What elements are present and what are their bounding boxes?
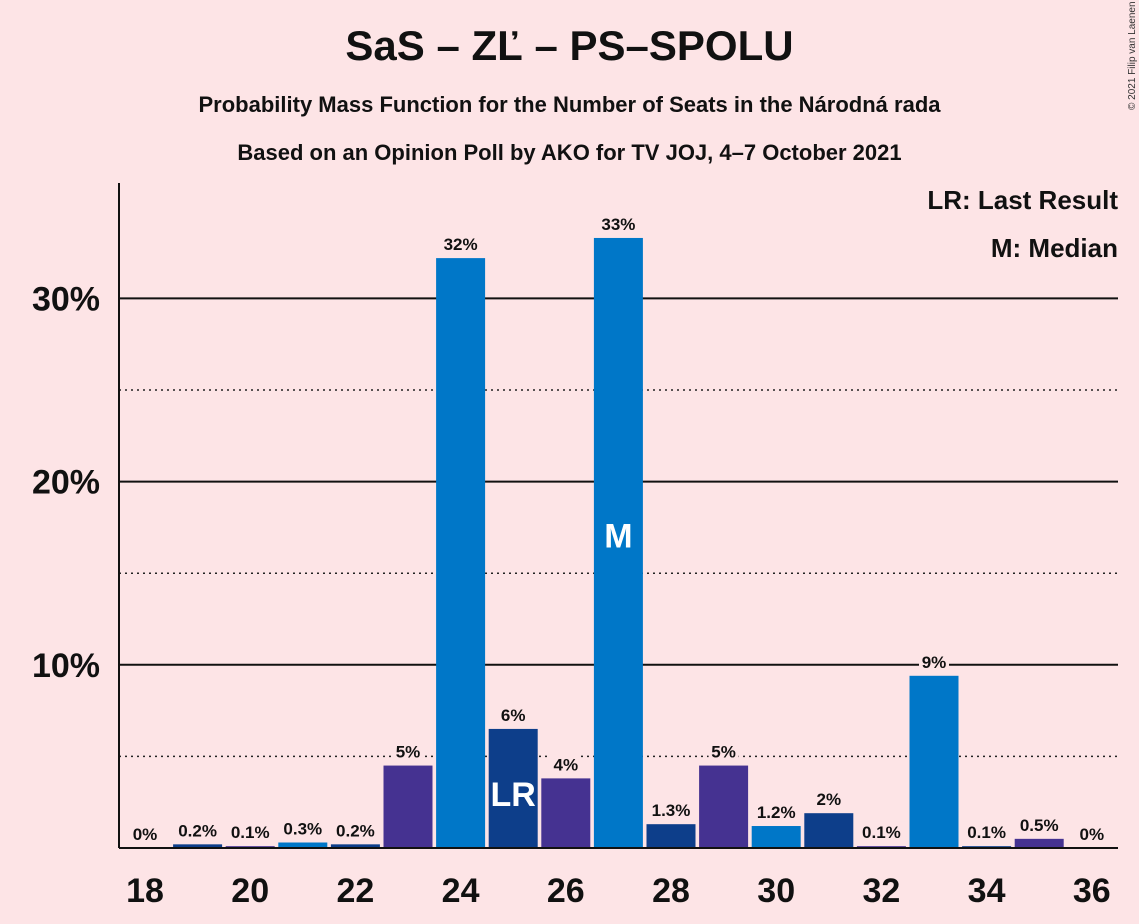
- data-label-background: [277, 817, 328, 840]
- data-label: 2%: [817, 790, 842, 809]
- bar-seat-33: [909, 675, 959, 848]
- legend-median: M: Median: [991, 233, 1118, 263]
- y-tick-label: 20%: [32, 464, 100, 502]
- data-label-background: [172, 819, 223, 842]
- data-label: 0.1%: [967, 823, 1006, 842]
- bar-seat-22: [330, 844, 380, 848]
- x-tick-label: 20: [231, 872, 269, 910]
- chart-title: SaS – ZĽ – PS–SPOLU: [345, 22, 794, 69]
- chart-source-subtitle: Based on an Opinion Poll by AKO for TV J…: [237, 140, 902, 165]
- data-label: 0%: [1080, 825, 1105, 844]
- data-label: 9%: [922, 653, 947, 672]
- data-label-background: [751, 801, 802, 824]
- bar-seat-19: [173, 844, 223, 848]
- x-tick-label: 18: [126, 872, 164, 910]
- data-label-background: [1076, 823, 1107, 845]
- data-label-background: [498, 703, 529, 726]
- data-label-background: [598, 212, 639, 235]
- bar-seat-28: [646, 824, 696, 848]
- x-tick-label: 28: [652, 872, 690, 910]
- x-tick-label: 26: [547, 872, 585, 910]
- legend-last-result: LR: Last Result: [927, 185, 1118, 215]
- data-label: 0.3%: [283, 820, 322, 839]
- data-label: 0%: [133, 825, 158, 844]
- bar-seat-21: [278, 842, 328, 848]
- data-label: 5%: [396, 743, 421, 762]
- chart-subtitle: Probability Mass Function for the Number…: [198, 92, 941, 117]
- bar-seat-31: [804, 813, 854, 848]
- data-label: 6%: [501, 706, 526, 725]
- data-label-background: [393, 740, 423, 763]
- bar-seat-27: [593, 237, 643, 848]
- data-label: 0.1%: [231, 823, 270, 842]
- data-label: 1.2%: [757, 803, 796, 822]
- y-tick-label: 30%: [32, 280, 100, 318]
- bar-seat-30: [751, 826, 801, 848]
- x-tick-label: 34: [968, 872, 1006, 910]
- data-label: 0.5%: [1020, 816, 1059, 835]
- data-label-background: [919, 650, 949, 673]
- bar-seat-29: [699, 765, 749, 848]
- bar-seat-35: [1014, 838, 1064, 848]
- data-label: 0.1%: [862, 823, 901, 842]
- last-result-marker: LR: [491, 776, 536, 814]
- data-label: 0.2%: [178, 821, 217, 840]
- axes: 10% 20% 30% 18 20 22 24 26 28 30 32 34 36: [32, 183, 1118, 910]
- data-label-background: [440, 233, 481, 256]
- data-label: 32%: [444, 235, 478, 254]
- data-label: 5%: [711, 743, 736, 762]
- data-label: 4%: [554, 755, 579, 774]
- data-labels: 0% 0.2% 0.1% 0.3% 0.2% 5% 32% 6% LR 4% 33% M 1.3% 5% 1…: [130, 212, 1107, 845]
- bar-seat-25: [488, 728, 538, 848]
- y-tick-label: 10%: [32, 647, 100, 685]
- data-label-background: [813, 788, 844, 811]
- x-tick-label: 22: [336, 872, 374, 910]
- x-tick-label: 24: [442, 872, 480, 910]
- data-label-background: [225, 821, 276, 844]
- x-tick-label: 36: [1073, 872, 1111, 910]
- data-label-background: [130, 823, 160, 845]
- bar-seat-23: [383, 765, 433, 848]
- data-label-background: [550, 753, 581, 776]
- data-label-background: [856, 821, 907, 844]
- data-label-background: [646, 799, 696, 822]
- bars: [173, 237, 1064, 848]
- x-tick-label: 32: [862, 872, 900, 910]
- data-label-background: [1014, 813, 1065, 836]
- data-label-background: [961, 821, 1012, 844]
- data-label: 1.3%: [652, 801, 691, 820]
- median-marker: M: [604, 518, 632, 556]
- bar-seat-24: [436, 258, 486, 848]
- data-label: 33%: [601, 215, 635, 234]
- data-label: 0.2%: [336, 821, 375, 840]
- data-label-background: [708, 740, 739, 763]
- x-tick-label: 30: [757, 872, 795, 910]
- data-label-background: [330, 819, 381, 842]
- bar-seat-26: [541, 778, 591, 848]
